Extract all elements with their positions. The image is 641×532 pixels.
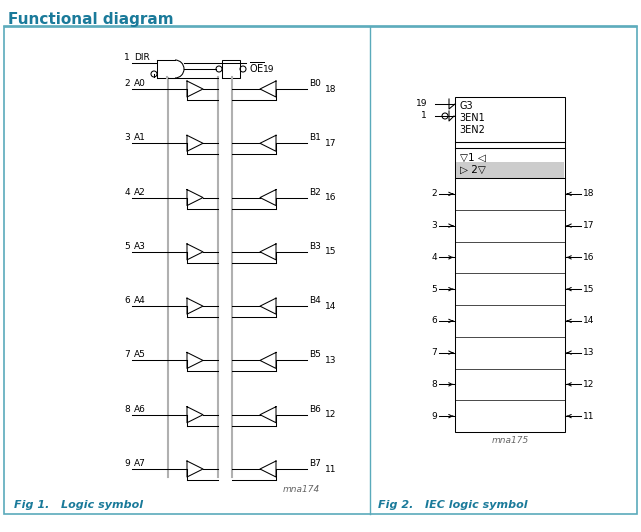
Bar	[455, 148, 565, 432]
Text: G3: G3	[459, 101, 472, 111]
Text: 3EN1: 3EN1	[459, 113, 485, 123]
Text: 11: 11	[325, 464, 337, 473]
Text: 2: 2	[431, 189, 437, 198]
Text: 4: 4	[124, 188, 130, 196]
Text: 3: 3	[431, 221, 437, 230]
Text: 16: 16	[583, 253, 594, 262]
Bar	[455, 97, 565, 142]
Text: 14: 14	[325, 302, 337, 311]
Text: A7: A7	[134, 459, 146, 468]
Text: 13: 13	[325, 356, 337, 365]
Text: A6: A6	[134, 405, 146, 414]
Text: B2: B2	[309, 188, 320, 196]
Text: 1: 1	[421, 112, 427, 121]
Text: 14: 14	[583, 317, 594, 326]
Text: 6: 6	[124, 296, 130, 305]
Text: B4: B4	[309, 296, 320, 305]
Text: A2: A2	[134, 188, 146, 196]
Text: 12: 12	[325, 410, 337, 419]
Text: mna174: mna174	[283, 485, 320, 494]
Text: 1: 1	[124, 53, 130, 62]
Text: A5: A5	[134, 351, 146, 360]
Text: 5: 5	[124, 242, 130, 251]
Text: B5: B5	[309, 351, 321, 360]
Text: A1: A1	[134, 134, 146, 142]
Text: 9: 9	[124, 459, 130, 468]
Text: 2: 2	[124, 79, 130, 88]
Text: Functional diagram: Functional diagram	[8, 12, 174, 27]
Text: 16: 16	[325, 193, 337, 202]
Text: 19: 19	[415, 99, 427, 109]
Bar	[222, 60, 240, 78]
Text: ▽1 ◁: ▽1 ◁	[460, 153, 486, 163]
Text: 15: 15	[325, 247, 337, 256]
Text: 19: 19	[263, 64, 274, 73]
Text: A3: A3	[134, 242, 146, 251]
Text: 9: 9	[431, 412, 437, 421]
Text: 17: 17	[325, 139, 337, 148]
Text: 17: 17	[583, 221, 594, 230]
Text: B3: B3	[309, 242, 321, 251]
Text: 5: 5	[431, 285, 437, 294]
Text: 11: 11	[583, 412, 594, 421]
Text: B6: B6	[309, 405, 321, 414]
Text: 13: 13	[583, 348, 594, 357]
Text: Fig 1.   Logic symbol: Fig 1. Logic symbol	[14, 500, 143, 510]
Text: A0: A0	[134, 79, 146, 88]
Text: 12: 12	[583, 380, 594, 389]
Text: B1: B1	[309, 134, 321, 142]
Text: Fig 2.   IEC logic symbol: Fig 2. IEC logic symbol	[378, 500, 528, 510]
Text: B0: B0	[309, 79, 321, 88]
Text: 4: 4	[431, 253, 437, 262]
Text: A4: A4	[134, 296, 146, 305]
Text: 7: 7	[431, 348, 437, 357]
Text: 7: 7	[124, 351, 130, 360]
Text: B7: B7	[309, 459, 321, 468]
Text: 18: 18	[325, 85, 337, 94]
Text: 3EN2: 3EN2	[459, 125, 485, 135]
Text: $\overline{\mathrm{OE}}$: $\overline{\mathrm{OE}}$	[249, 61, 265, 76]
Text: 6: 6	[431, 317, 437, 326]
Text: 8: 8	[431, 380, 437, 389]
Bar	[456, 162, 564, 178]
Text: 15: 15	[583, 285, 594, 294]
Text: ▷ 2▽: ▷ 2▽	[460, 165, 486, 175]
Text: mna175: mna175	[492, 436, 529, 445]
Text: 3: 3	[124, 134, 130, 142]
Text: 18: 18	[583, 189, 594, 198]
Text: DIR: DIR	[134, 53, 150, 62]
Text: 8: 8	[124, 405, 130, 414]
